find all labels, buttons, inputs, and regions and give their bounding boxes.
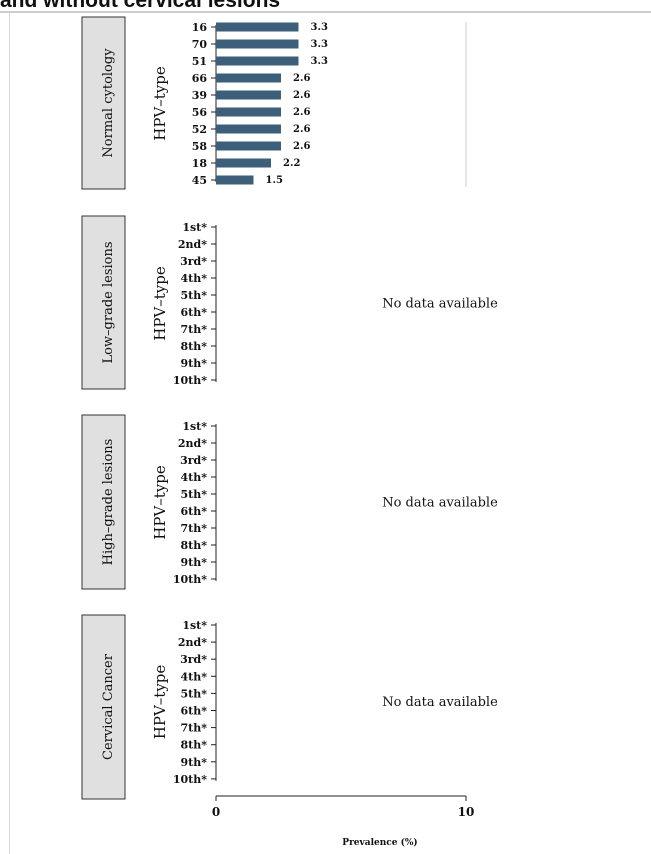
bar bbox=[216, 22, 299, 32]
y-tick-label: 52 bbox=[192, 123, 207, 136]
bar-value-label: 1.5 bbox=[266, 175, 283, 186]
panel-label-box bbox=[81, 614, 126, 800]
y-tick-label: 16 bbox=[192, 21, 208, 34]
y-tick-label: 10th* bbox=[173, 374, 207, 387]
y-tick-label: 6th* bbox=[181, 705, 208, 718]
bar bbox=[216, 141, 281, 151]
bar bbox=[216, 56, 299, 66]
y-tick-label: 66 bbox=[192, 72, 208, 85]
bar-value-label: 2.6 bbox=[293, 141, 310, 152]
bar bbox=[216, 90, 281, 100]
y-tick-label: 3rd* bbox=[180, 454, 207, 467]
y-tick-label: 18 bbox=[192, 157, 208, 170]
bar bbox=[216, 39, 299, 49]
panel-label-box bbox=[81, 215, 126, 390]
y-tick-label: 1st* bbox=[182, 619, 207, 632]
panel-label-box bbox=[81, 16, 126, 190]
bar bbox=[216, 175, 254, 185]
y-axis-title: HPV–type bbox=[151, 66, 169, 141]
bar-value-label: 2.2 bbox=[283, 158, 300, 169]
y-tick-label: 6th* bbox=[181, 505, 208, 518]
y-tick-label: 9th* bbox=[181, 556, 208, 569]
y-tick-label: 1st* bbox=[182, 420, 207, 433]
panel-label: Low–grade lesions bbox=[101, 241, 116, 363]
y-tick-label: 5th* bbox=[181, 289, 208, 302]
bar-value-label: 2.6 bbox=[293, 107, 310, 118]
y-axis-title: HPV–type bbox=[151, 266, 169, 341]
bar bbox=[216, 158, 271, 168]
y-tick-label: 3rd* bbox=[180, 653, 207, 666]
y-tick-label: 4th* bbox=[181, 272, 208, 285]
bar-value-label: 2.6 bbox=[293, 73, 310, 84]
y-tick-label: 4th* bbox=[181, 471, 208, 484]
y-tick-label: 9th* bbox=[181, 357, 208, 370]
y-axis-title: HPV–type bbox=[151, 465, 169, 540]
bar bbox=[216, 124, 281, 134]
panel-label: High–grade lesions bbox=[101, 439, 116, 566]
y-tick-label: 2nd* bbox=[178, 238, 207, 251]
y-tick-label: 3rd* bbox=[180, 255, 207, 268]
y-tick-label: 8th* bbox=[181, 340, 208, 353]
panel-label: Normal cytology bbox=[101, 48, 116, 158]
y-tick-label: 6th* bbox=[181, 306, 208, 319]
y-tick-label: 2nd* bbox=[178, 437, 207, 450]
y-tick-label: 39 bbox=[192, 89, 207, 102]
y-tick-label: 5th* bbox=[181, 488, 208, 501]
y-tick-label: 8th* bbox=[181, 739, 208, 752]
y-tick-label: 7th* bbox=[181, 323, 208, 336]
no-data-note: No data available bbox=[382, 496, 498, 511]
x-tick-label: 10 bbox=[458, 805, 475, 819]
y-tick-label: 58 bbox=[192, 140, 208, 153]
panel-label-box bbox=[81, 414, 126, 590]
y-tick-label: 7th* bbox=[181, 722, 208, 735]
left-border bbox=[9, 13, 10, 854]
y-tick-label: 5th* bbox=[181, 687, 208, 700]
bar bbox=[216, 107, 281, 117]
y-tick-label: 70 bbox=[192, 38, 208, 51]
bar-value-label: 2.6 bbox=[293, 90, 310, 101]
y-tick-label: 10th* bbox=[173, 573, 207, 586]
no-data-note: No data available bbox=[382, 297, 498, 312]
x-tick-label: 0 bbox=[212, 805, 220, 819]
title-divider bbox=[0, 11, 651, 13]
bar-value-label: 3.3 bbox=[311, 56, 328, 67]
y-tick-label: 10th* bbox=[173, 773, 207, 786]
x-axis-title: Prevalence (%) bbox=[342, 837, 417, 848]
y-tick-label: 1st* bbox=[182, 221, 207, 234]
y-tick-label: 56 bbox=[192, 106, 208, 119]
y-tick-label: 45 bbox=[192, 174, 207, 187]
page-title: and without cervical lesions bbox=[0, 0, 281, 12]
y-tick-label: 7th* bbox=[181, 522, 208, 535]
y-tick-label: 2nd* bbox=[178, 636, 207, 649]
y-axis-title: HPV–type bbox=[151, 665, 169, 740]
bar bbox=[216, 73, 281, 83]
bar-value-label: 3.3 bbox=[311, 22, 328, 33]
y-tick-label: 4th* bbox=[181, 670, 208, 683]
panel-label: Cervical Cancer bbox=[101, 653, 116, 760]
y-tick-label: 51 bbox=[192, 55, 207, 68]
bar-value-label: 2.6 bbox=[293, 124, 310, 135]
y-tick-label: 9th* bbox=[181, 756, 208, 769]
no-data-note: No data available bbox=[382, 695, 498, 710]
bar-value-label: 3.3 bbox=[311, 39, 328, 50]
y-tick-label: 8th* bbox=[181, 539, 208, 552]
